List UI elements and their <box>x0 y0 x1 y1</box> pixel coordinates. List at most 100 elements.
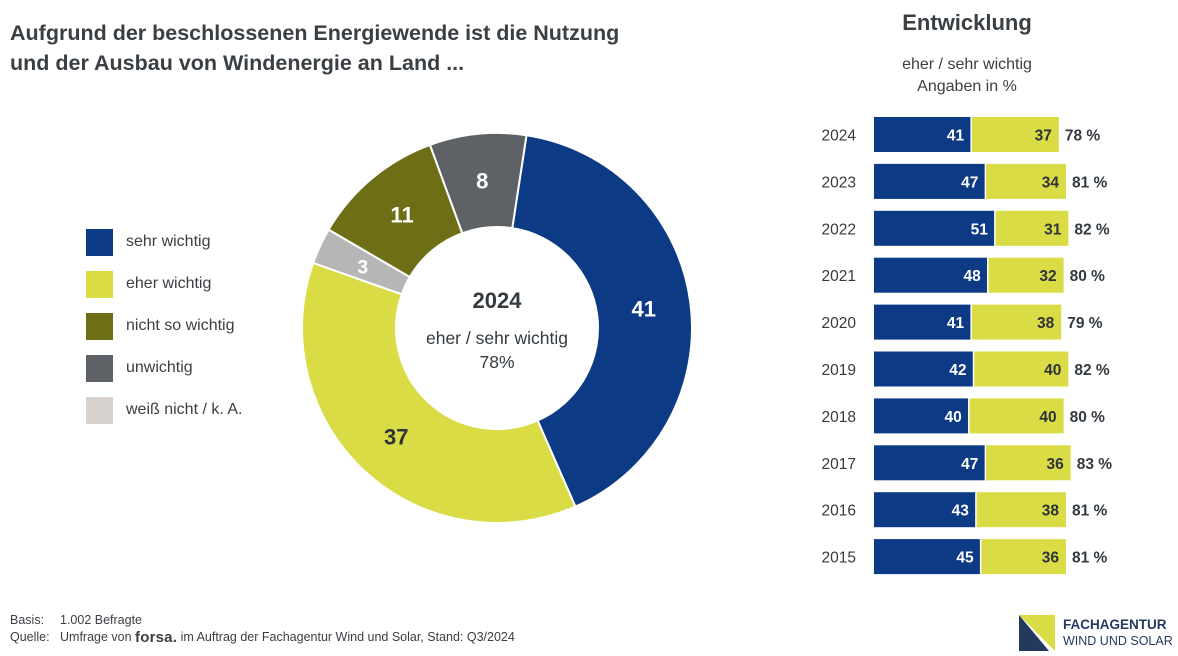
trend-bar-sehr-wichtig <box>874 210 995 246</box>
legend-swatch <box>86 396 113 424</box>
trend-value-eher-wichtig: 38 <box>1042 503 1060 520</box>
forsa-logo-text: forsa. <box>135 629 178 646</box>
quelle-key: Quelle: <box>10 630 50 644</box>
trend-year-label: 2017 <box>822 456 856 473</box>
trend-total-label: 81 % <box>1072 550 1108 567</box>
trend-bar-chart: 2024 41 37 78 % 2023 47 34 81 % 2022 51 31 82 % 2021… <box>822 117 1113 575</box>
trend-value-eher-wichtig: 36 <box>1042 550 1060 567</box>
trend-bar-eher-wichtig <box>985 163 1066 199</box>
logo-line-1: FACHAGENTUR <box>1063 617 1167 632</box>
trend-value-sehr-wichtig: 47 <box>961 174 978 191</box>
quelle-post: im Auftrag der Fachagentur Wind und Sola… <box>180 630 515 644</box>
trend-total-label: 80 % <box>1070 409 1106 426</box>
trend-year-label: 2020 <box>822 315 857 332</box>
legend-label: nicht so wichtig <box>126 317 235 334</box>
legend-label: weiß nicht / k. A. <box>126 401 243 418</box>
trend-value-sehr-wichtig: 41 <box>947 128 965 145</box>
trend-value-sehr-wichtig: 51 <box>971 221 989 238</box>
trend-bar-sehr-wichtig <box>874 163 986 199</box>
trend-total-label: 81 % <box>1072 503 1108 520</box>
trend-value-sehr-wichtig: 45 <box>956 550 974 567</box>
basis-value: 1.002 Befragte <box>60 613 143 627</box>
trend-value-eher-wichtig: 38 <box>1037 315 1055 332</box>
donut-slice-eher-wichtig <box>301 261 577 524</box>
trend-bar-eher-wichtig <box>985 445 1071 481</box>
fachagentur-logo-icon <box>1019 615 1055 651</box>
fachagentur-logo: FACHAGENTUR WIND UND SOLAR <box>1019 613 1177 653</box>
trend-bar-sehr-wichtig <box>874 398 969 434</box>
center-year: 2024 <box>473 288 523 313</box>
trend-bar-sehr-wichtig <box>874 445 986 481</box>
trend-total-label: 80 % <box>1070 268 1106 285</box>
quelle-pre: Umfrage von <box>60 630 132 644</box>
legend-swatch <box>86 270 113 298</box>
trend-bar-eher-wichtig <box>987 257 1064 293</box>
trend-total-label: 83 % <box>1077 456 1113 473</box>
trend-value-eher-wichtig: 32 <box>1039 268 1056 285</box>
trend-value-sehr-wichtig: 43 <box>952 503 970 520</box>
trend-year-label: 2018 <box>822 409 856 426</box>
legend: sehr wichtig eher wichtig nicht so wicht… <box>86 221 242 431</box>
trend-value-eher-wichtig: 34 <box>1042 174 1060 191</box>
legend-item-sehr-wichtig: sehr wichtig <box>86 221 242 263</box>
legend-swatch <box>86 312 113 340</box>
trend-value-eher-wichtig: 40 <box>1039 409 1056 426</box>
donut-value-label: 8 <box>476 169 488 194</box>
footer: Basis: 1.002 Befragte Quelle: Umfrage vo… <box>10 612 515 646</box>
donut-slice-sehr-wichtig <box>511 134 693 508</box>
trend-bar-sehr-wichtig <box>874 492 976 528</box>
footer-quelle: Quelle: Umfrage von forsa. im Auftrag de… <box>10 629 515 646</box>
trend-bar-sehr-wichtig <box>874 117 972 152</box>
donut-chart: 41 37 3 11 8 2024 eher / sehr wichtig 78% <box>301 132 693 524</box>
trend-subtitle-line-1: eher / sehr wichtig <box>902 56 1032 73</box>
title-line-2: und der Ausbau von Windenergie an Land .… <box>10 51 465 75</box>
trend-total-label: 82 % <box>1074 221 1110 238</box>
trend-bar-eher-wichtig <box>971 117 1059 152</box>
trend-bar-eher-wichtig <box>973 351 1069 387</box>
legend-item-unwichtig: unwichtig <box>86 347 242 389</box>
title-line-1: Aufgrund der beschlossenen Energiewende … <box>10 21 620 45</box>
legend-item-weiss-nicht: weiß nicht / k. A. <box>86 389 242 431</box>
trend-bar-sehr-wichtig <box>874 351 974 387</box>
donut-value-label: 37 <box>384 424 408 449</box>
legend-item-eher-wichtig: eher wichtig <box>86 263 242 305</box>
trend-bar-eher-wichtig <box>980 539 1066 575</box>
footer-basis: Basis: 1.002 Befragte <box>10 612 515 629</box>
chart-title: Aufgrund der beschlossenen Energiewende … <box>10 18 690 78</box>
donut-value-label: 3 <box>357 258 368 279</box>
trend-year-label: 2019 <box>822 362 856 379</box>
trend-year-label: 2024 <box>822 128 857 145</box>
trend-bar-sehr-wichtig <box>874 304 972 340</box>
center-label: eher / sehr wichtig <box>426 328 568 348</box>
legend-label: unwichtig <box>126 359 193 376</box>
trend-bar-sehr-wichtig <box>874 539 981 575</box>
trend-value-sehr-wichtig: 41 <box>947 315 965 332</box>
basis-key: Basis: <box>10 613 45 627</box>
trend-year-label: 2016 <box>822 503 856 520</box>
trend-value-eher-wichtig: 37 <box>1035 128 1052 145</box>
trend-value-sehr-wichtig: 47 <box>961 456 978 473</box>
trend-bar-eher-wichtig <box>971 304 1062 340</box>
trend-year-label: 2021 <box>822 268 856 285</box>
donut-value-label: 11 <box>390 202 413 227</box>
legend-item-nicht-so-wichtig: nicht so wichtig <box>86 305 242 347</box>
trend-value-eher-wichtig: 40 <box>1044 362 1061 379</box>
legend-label: eher wichtig <box>126 275 212 292</box>
trend-bar-eher-wichtig <box>994 210 1069 246</box>
center-value: 78% <box>479 352 514 372</box>
trend-bar-sehr-wichtig <box>874 257 988 293</box>
trend-total-label: 82 % <box>1074 362 1110 379</box>
trend-bar-eher-wichtig <box>968 398 1064 434</box>
trend-title: Entwicklung <box>902 10 1032 35</box>
trend-value-eher-wichtig: 36 <box>1046 456 1064 473</box>
trend-value-sehr-wichtig: 42 <box>949 362 966 379</box>
legend-label: sehr wichtig <box>126 233 211 250</box>
trend-subtitle: eher / sehr wichtig Angaben in % <box>840 54 1094 98</box>
trend-value-sehr-wichtig: 48 <box>964 268 982 285</box>
trend-value-eher-wichtig: 31 <box>1044 221 1062 238</box>
trend-year-label: 2023 <box>822 174 856 191</box>
legend-swatch <box>86 354 113 382</box>
trend-total-label: 81 % <box>1072 174 1108 191</box>
trend-year-label: 2015 <box>822 550 856 567</box>
logo-line-2: WIND UND SOLAR <box>1063 634 1173 648</box>
